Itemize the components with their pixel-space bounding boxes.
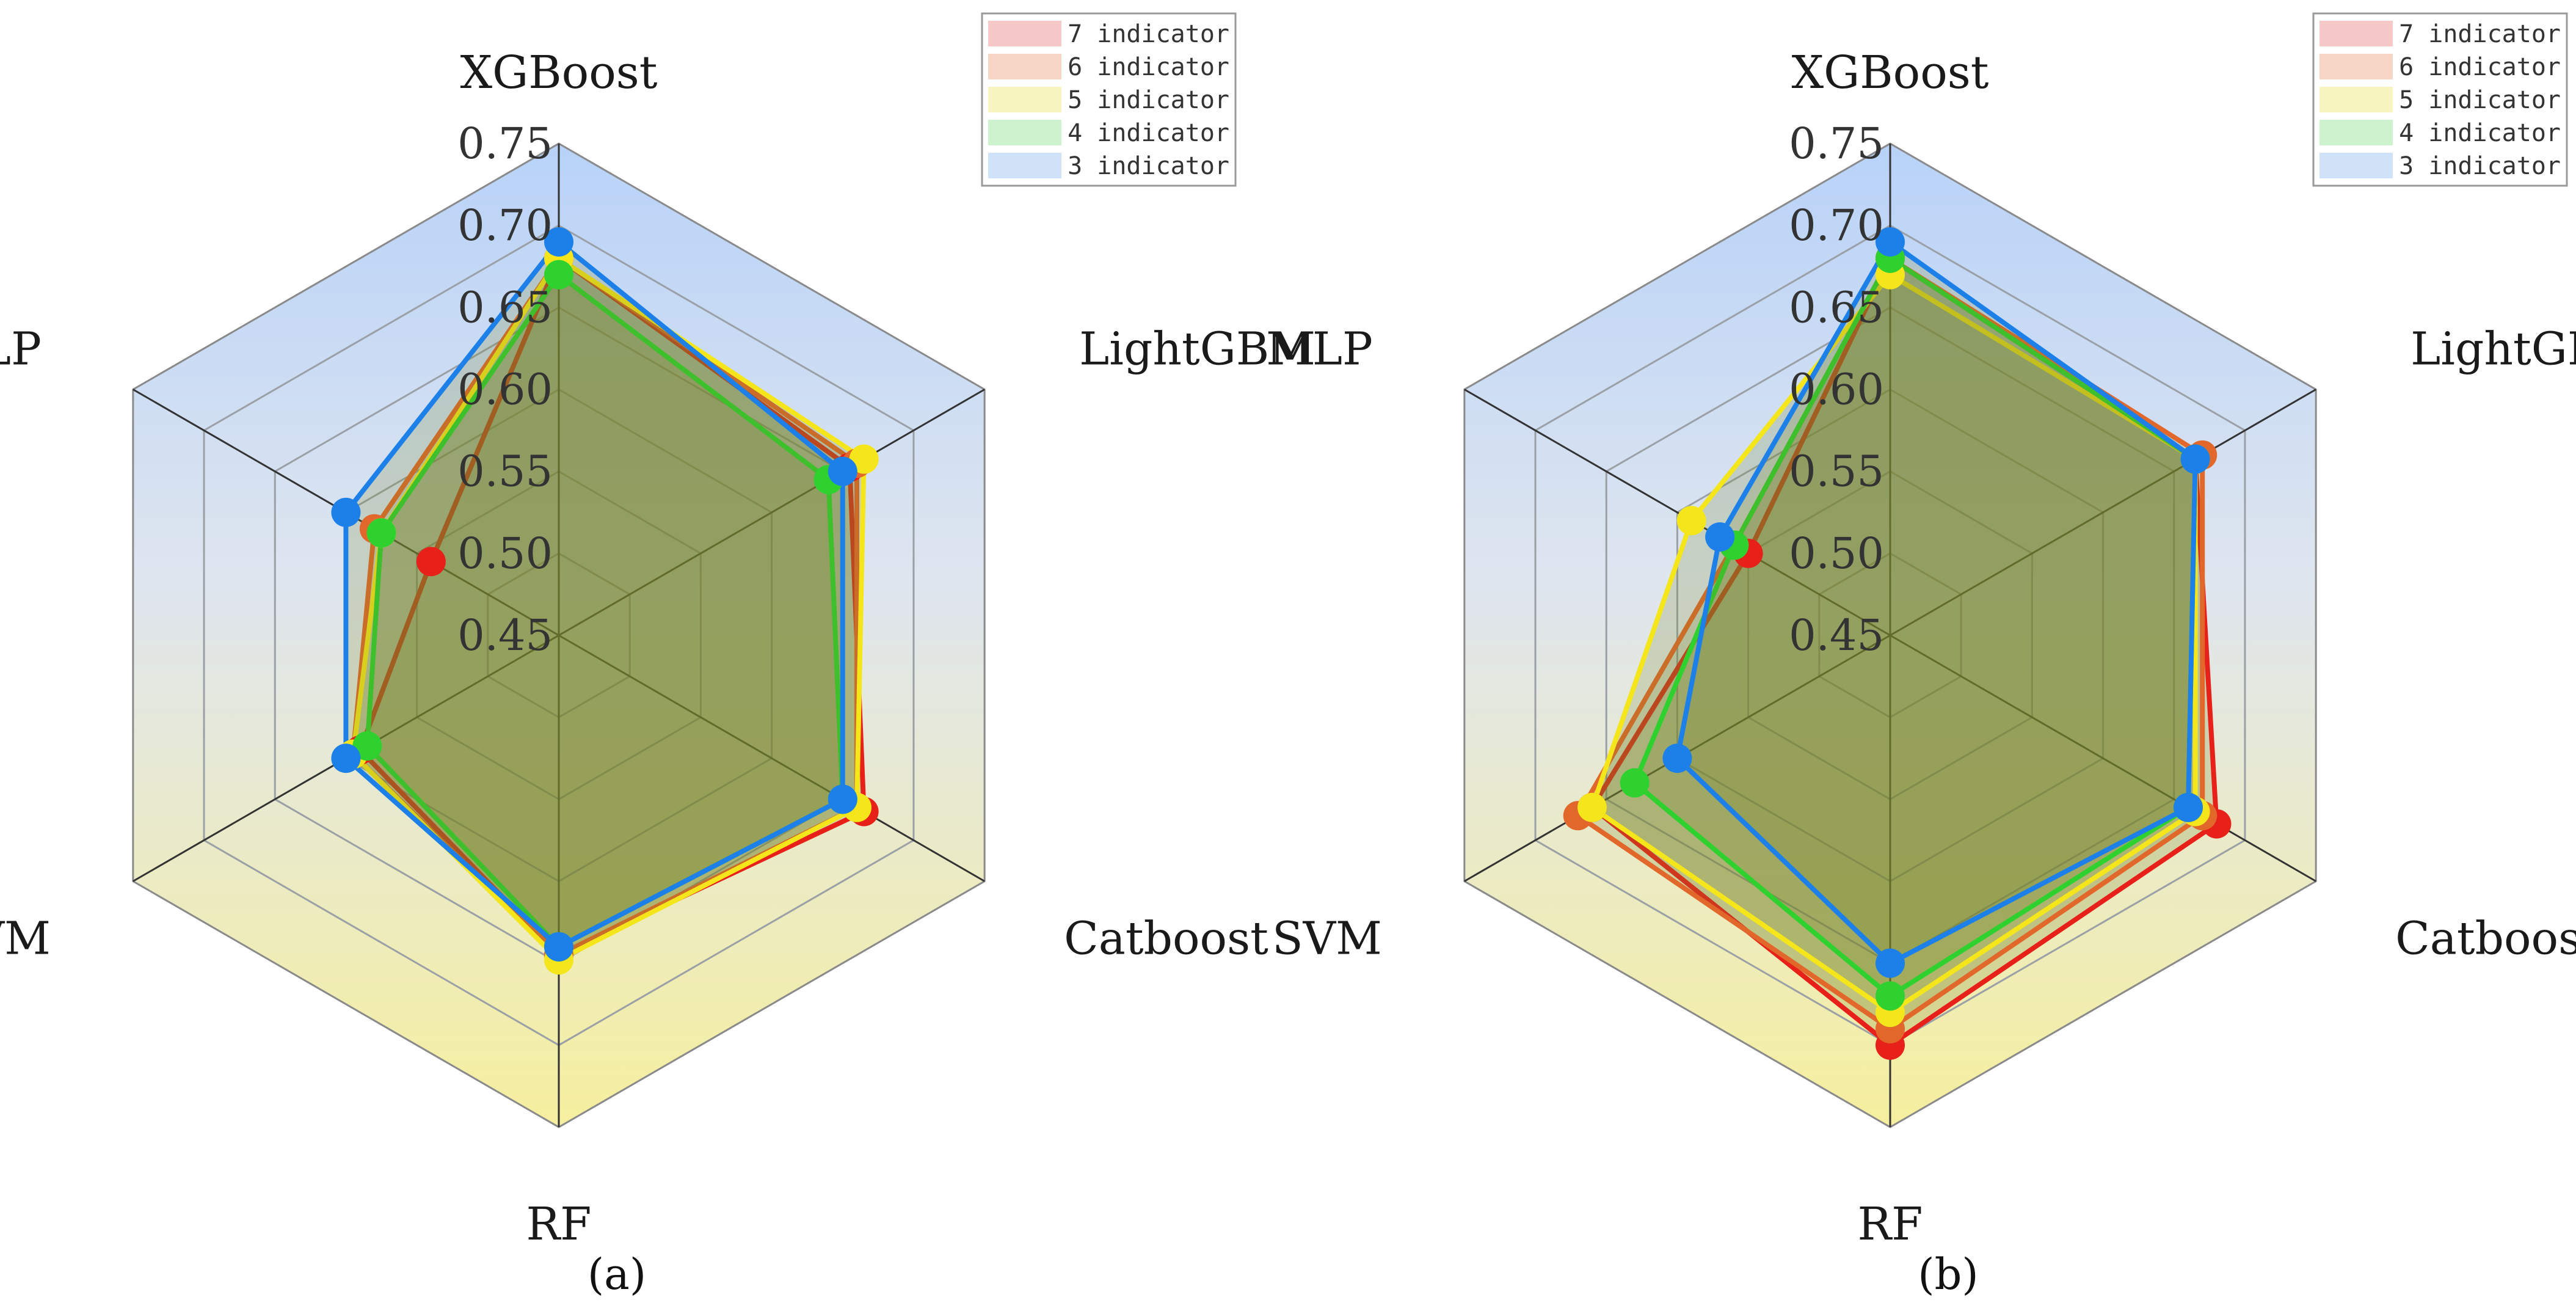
legend-swatch: [2319, 54, 2393, 79]
legend-label: 3 indicator: [2399, 152, 2561, 180]
legend: 7 indicator 6 indicator 5 indicator 4 indic…: [981, 12, 1237, 187]
legend-label: 3 indicator: [1068, 152, 1229, 180]
axis-name: XGBoost: [460, 46, 658, 99]
data-point: [1705, 522, 1735, 552]
tick-label: 0.55: [457, 447, 553, 497]
axis-name: Catboost: [1064, 913, 1268, 965]
axis-name: SVM: [1272, 913, 1382, 965]
data-point: [2180, 444, 2210, 474]
tick-label: 0.70: [457, 200, 553, 250]
radar-panel-a: 0.45 0.50 0.55 0.60 0.65 0.70 0.75 XGBoost Light…: [0, 12, 1315, 1299]
legend-label: 7 indicator: [1068, 20, 1229, 48]
axis-name: Catboost: [2395, 913, 2576, 965]
data-point: [416, 547, 446, 577]
data-point: [1876, 948, 1905, 978]
legend-label: 4 indicator: [2399, 119, 2561, 147]
data-point: [1676, 506, 1706, 536]
tick-label: 0.50: [457, 528, 553, 579]
tick-label: 0.75: [1789, 119, 1884, 169]
tick-label: 0.45: [1789, 610, 1884, 660]
legend-swatch: [988, 54, 1061, 79]
axis-name: SVM: [0, 913, 51, 965]
axis-spoke: [1890, 634, 2316, 882]
tick-label: 0.65: [457, 282, 553, 332]
legend-label: 5 indicator: [1068, 86, 1229, 114]
data-point: [331, 497, 361, 527]
legend-swatch: [2319, 120, 2393, 145]
legend-swatch: [988, 87, 1061, 112]
radar-panel-b: 0.45 0.50 0.55 0.60 0.65 0.70 0.75 XGBoost Light…: [1266, 12, 2576, 1299]
tick-label: 0.65: [1789, 282, 1884, 332]
tick-label: 0.60: [1789, 365, 1884, 415]
tick-label: 0.55: [1789, 447, 1884, 497]
axis-spoke: [558, 389, 985, 637]
tick-label: 0.75: [457, 119, 553, 169]
tick-label: 0.70: [1789, 200, 1884, 250]
data-point: [1577, 792, 1607, 822]
data-point: [544, 932, 573, 962]
panel-label: (b): [1918, 1249, 1978, 1299]
legend-label: 6 indicator: [1068, 53, 1229, 81]
data-point: [2174, 792, 2203, 822]
data-point: [828, 456, 857, 486]
data-point: [1662, 743, 1692, 773]
legend-swatch: [2319, 21, 2393, 46]
legend: 7 indicator 6 indicator 5 indicator 4 indic…: [2312, 12, 2568, 187]
legend-swatch: [988, 120, 1061, 145]
legend-label: 5 indicator: [2399, 86, 2561, 114]
axis-name: RF: [1857, 1198, 1923, 1251]
legend-swatch: [2319, 87, 2393, 112]
legend-label: 6 indicator: [2399, 53, 2561, 81]
data-point: [544, 227, 573, 257]
legend-label: 7 indicator: [2399, 20, 2561, 48]
data-point: [352, 731, 382, 761]
axis-name: MLP: [1266, 323, 1373, 376]
data-point: [331, 743, 361, 773]
axis-name: LightGBM: [1079, 323, 1315, 376]
panel-label: (a): [588, 1249, 646, 1299]
tick-label: 0.50: [1789, 528, 1884, 579]
tick-label: 0.45: [457, 610, 553, 660]
data-point: [828, 784, 857, 814]
data-point: [849, 444, 879, 474]
axis-spoke: [1464, 389, 1891, 637]
legend-swatch: [988, 153, 1061, 178]
tick-label: 0.60: [457, 365, 553, 415]
legend-swatch: [2319, 153, 2393, 178]
data-point: [1876, 981, 1905, 1011]
axis-spoke: [1890, 389, 2316, 637]
data-point: [1876, 227, 1905, 257]
data-point: [544, 260, 573, 290]
axis-spoke: [558, 634, 985, 882]
data-point: [366, 518, 396, 548]
axis-name: LightGBM: [2410, 323, 2576, 376]
axis-name: MLP: [0, 323, 42, 376]
legend-label: 4 indicator: [1068, 119, 1229, 147]
data-point: [1620, 768, 1650, 798]
legend-swatch: [988, 21, 1061, 46]
axis-name: XGBoost: [1792, 46, 1989, 99]
axis-name: RF: [526, 1198, 591, 1251]
